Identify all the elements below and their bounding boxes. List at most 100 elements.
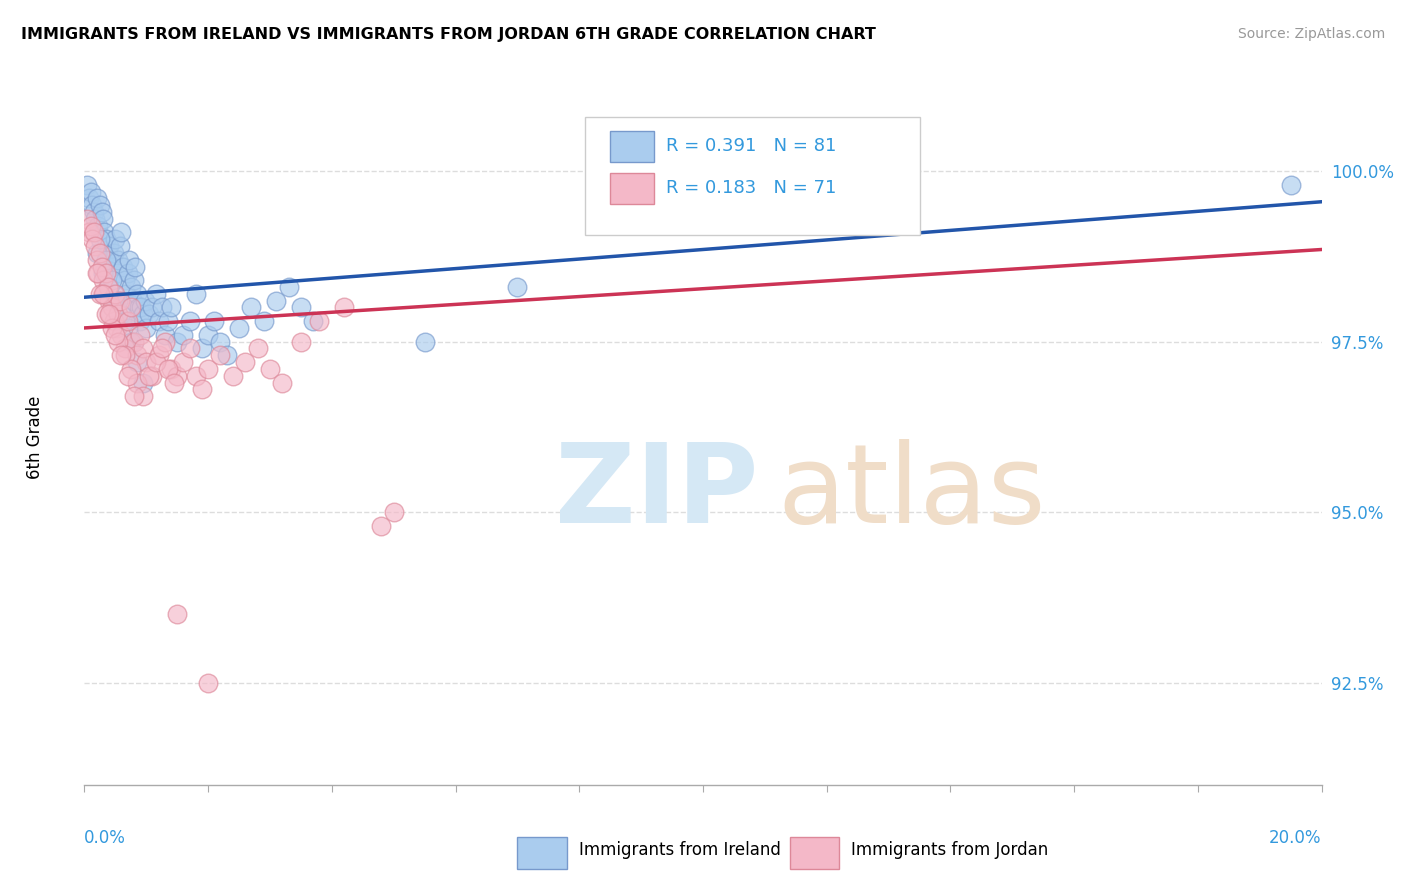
Point <box>101 273 124 287</box>
FancyBboxPatch shape <box>517 837 567 869</box>
Point <box>150 301 173 315</box>
Point <box>156 362 179 376</box>
Point <box>110 307 132 321</box>
Text: 20.0%: 20.0% <box>1270 829 1322 847</box>
Point <box>1279 178 1302 192</box>
Point <box>197 327 219 342</box>
Point <box>172 355 194 369</box>
Text: atlas: atlas <box>778 439 1046 546</box>
Point <box>246 342 269 356</box>
Point <box>104 232 127 246</box>
Point <box>80 232 103 246</box>
Point <box>264 293 287 308</box>
Point <box>110 239 132 253</box>
Point <box>209 334 232 349</box>
Point <box>125 355 148 369</box>
Point <box>86 252 108 267</box>
Point <box>290 334 312 349</box>
Point <box>98 280 121 294</box>
Point <box>84 239 107 253</box>
Point <box>101 260 124 274</box>
Point <box>129 301 152 315</box>
Point <box>135 355 157 369</box>
Point <box>120 334 142 349</box>
Point <box>111 260 134 274</box>
Point <box>89 232 111 246</box>
Point <box>290 301 312 315</box>
Point <box>94 307 117 321</box>
Point <box>93 226 115 240</box>
Point <box>104 293 127 308</box>
Point <box>90 205 112 219</box>
Point <box>124 260 146 274</box>
Point <box>132 307 155 321</box>
Point <box>107 252 129 267</box>
Point <box>132 376 155 390</box>
FancyBboxPatch shape <box>610 173 654 204</box>
Point <box>80 198 103 212</box>
Point <box>259 362 281 376</box>
Point <box>79 191 101 205</box>
Point <box>271 376 294 390</box>
Point <box>148 314 170 328</box>
Point <box>150 342 173 356</box>
Point <box>156 314 179 328</box>
Point <box>138 368 160 383</box>
Point <box>222 368 245 383</box>
Point <box>97 246 120 260</box>
Point <box>86 191 108 205</box>
Text: 6th Grade: 6th Grade <box>25 395 44 479</box>
Point <box>110 226 132 240</box>
Point <box>184 368 207 383</box>
Point <box>79 226 101 240</box>
Point <box>91 211 114 226</box>
Point <box>125 286 148 301</box>
Point <box>86 266 108 280</box>
Point <box>160 301 183 315</box>
Point <box>107 307 129 321</box>
Point <box>114 314 136 328</box>
Point <box>125 376 148 390</box>
Point <box>125 348 148 362</box>
Point <box>253 314 276 328</box>
Point <box>89 246 111 260</box>
Point <box>191 342 214 356</box>
Point <box>122 334 145 349</box>
Point <box>114 342 136 356</box>
Point <box>145 286 167 301</box>
Point <box>138 307 160 321</box>
Point <box>153 334 176 349</box>
Text: R = 0.183   N = 71: R = 0.183 N = 71 <box>666 179 837 197</box>
Point <box>506 280 529 294</box>
Text: IMMIGRANTS FROM IRELAND VS IMMIGRANTS FROM JORDAN 6TH GRADE CORRELATION CHART: IMMIGRANTS FROM IRELAND VS IMMIGRANTS FR… <box>21 27 876 42</box>
Point <box>118 252 141 267</box>
Point <box>101 301 124 315</box>
Point <box>179 342 201 356</box>
Point <box>94 252 117 267</box>
Point <box>101 321 124 335</box>
Point <box>117 266 139 280</box>
Point <box>129 327 152 342</box>
Point <box>120 362 142 376</box>
Point <box>110 348 132 362</box>
Text: 0.0%: 0.0% <box>84 829 127 847</box>
Point <box>79 219 101 233</box>
Point <box>308 314 330 328</box>
Text: Source: ZipAtlas.com: Source: ZipAtlas.com <box>1237 27 1385 41</box>
Point <box>128 301 150 315</box>
Point <box>215 348 238 362</box>
Point <box>97 280 120 294</box>
Point <box>120 280 142 294</box>
Point <box>166 334 188 349</box>
Point <box>184 286 207 301</box>
Point <box>166 607 188 622</box>
Point <box>91 273 114 287</box>
Point <box>86 246 108 260</box>
Point <box>104 327 127 342</box>
Point <box>302 314 325 328</box>
Point <box>107 334 129 349</box>
Point <box>209 348 232 362</box>
Point <box>413 334 436 349</box>
Point <box>233 355 256 369</box>
Point <box>277 280 299 294</box>
